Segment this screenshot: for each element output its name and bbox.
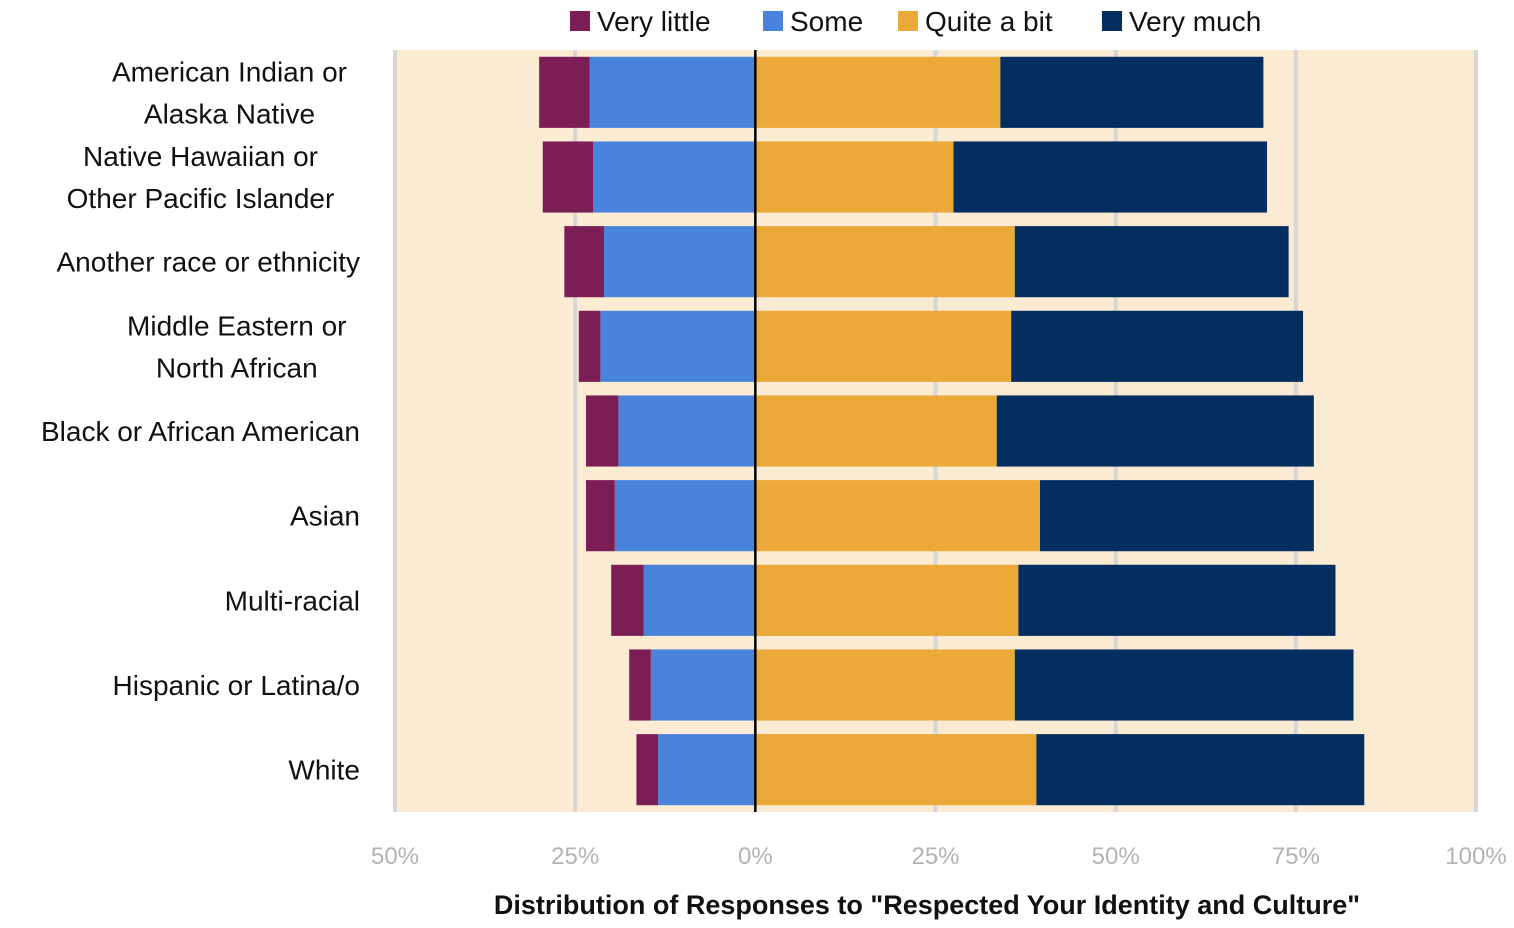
bar-segment — [593, 141, 756, 213]
x-tick-labels: 50% 25% 0% 25% 50% 75% 100% — [371, 843, 1507, 870]
bar-segment — [1014, 649, 1354, 721]
bar-segment — [755, 734, 1037, 806]
bar-segment — [1011, 310, 1304, 382]
bar-segment — [658, 734, 756, 806]
x-axis-label: Distribution of Responses to "Respected … — [494, 890, 1360, 920]
bar-segment — [614, 480, 756, 552]
bar-segment — [996, 395, 1314, 467]
category-label: White — [288, 755, 360, 786]
bar-segment — [1018, 564, 1336, 636]
x-tick-label: 25% — [551, 843, 599, 870]
category-label: Another race or ethnicity — [57, 247, 361, 278]
bar-segment — [629, 649, 651, 721]
bar-segment — [542, 141, 594, 213]
bar-segment — [564, 226, 604, 298]
bar-segment — [1036, 734, 1365, 806]
category-label: Multi-racial — [225, 585, 360, 616]
bar-segment — [1039, 480, 1314, 552]
bar-segment — [585, 395, 619, 467]
bar-segment — [755, 649, 1015, 721]
category-label: Black or African American — [41, 416, 360, 447]
bar-segment — [1000, 56, 1264, 128]
x-tick-label: 25% — [911, 843, 959, 870]
legend-item: Some — [763, 6, 863, 37]
bars — [539, 56, 1365, 806]
x-tick-label: 50% — [1092, 843, 1140, 870]
x-tick-label: 75% — [1272, 843, 1320, 870]
legend-item: Very much — [1102, 6, 1261, 37]
legend-label: Very little — [597, 6, 711, 37]
x-tick-label: 50% — [371, 843, 419, 870]
category-label: Asian — [290, 501, 360, 532]
bar-segment — [755, 310, 1012, 382]
bar-segment — [755, 480, 1040, 552]
bar-segment — [1014, 226, 1289, 298]
legend-label: Very much — [1129, 6, 1261, 37]
category-labels: American Indian or Alaska Native Native Ha… — [41, 56, 360, 785]
bar-segment — [600, 310, 756, 382]
legend-swatch — [570, 11, 590, 31]
legend-item: Very little — [570, 6, 711, 37]
bar-segment — [618, 395, 756, 467]
legend-item: Quite a bit — [898, 6, 1053, 37]
bar-segment — [611, 564, 644, 636]
bar-segment — [755, 395, 997, 467]
category-label: Hispanic or Latina/o — [113, 670, 360, 701]
legend-label: Quite a bit — [925, 6, 1053, 37]
bar-segment — [953, 141, 1268, 213]
category-label: American Indian or Alaska Native — [112, 56, 347, 129]
bar-segment — [650, 649, 756, 721]
bar-segment — [755, 226, 1015, 298]
legend: Very little Some Quite a bit Very much — [570, 6, 1261, 37]
legend-label: Some — [790, 6, 863, 37]
bar-segment — [589, 56, 756, 128]
legend-swatch — [898, 11, 918, 31]
x-tick-label: 100% — [1445, 843, 1506, 870]
bar-segment — [603, 226, 756, 298]
bar-segment — [755, 56, 1001, 128]
bar-segment — [585, 480, 615, 552]
bar-segment — [539, 56, 590, 128]
category-label: Native Hawaiian or Other Pacific Islander — [67, 141, 335, 214]
bar-segment — [636, 734, 659, 806]
category-label: Middle Eastern or North African — [127, 310, 346, 383]
legend-swatch — [1102, 11, 1122, 31]
bar-segment — [755, 564, 1019, 636]
bar-segment — [643, 564, 756, 636]
bar-segment — [578, 310, 601, 382]
bar-segment — [755, 141, 954, 213]
x-tick-label: 0% — [738, 843, 773, 870]
legend-swatch — [763, 11, 783, 31]
